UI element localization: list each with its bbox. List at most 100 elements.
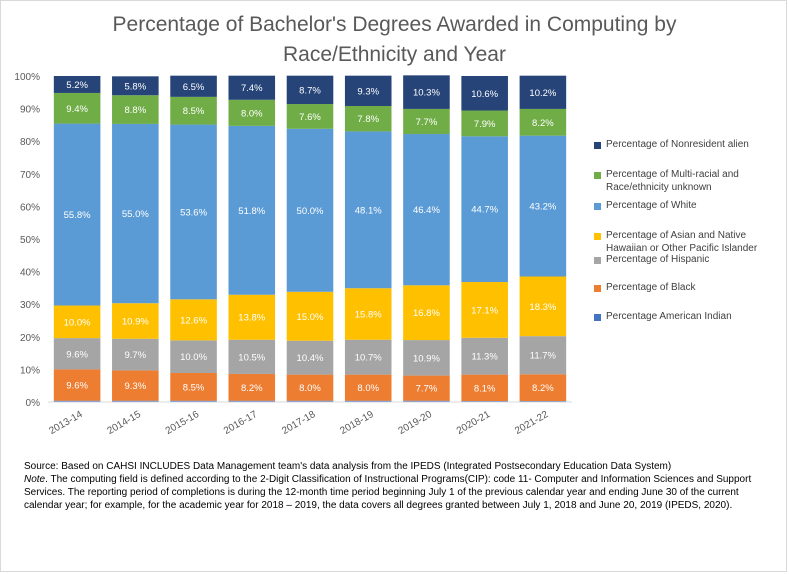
data-label: 8.5% (183, 106, 205, 117)
bar-segment (344, 131, 392, 289)
x-tick-label: 2018-19 (338, 409, 376, 437)
bar-segment (461, 282, 508, 338)
bar-segment (228, 99, 276, 126)
data-label: 9.4% (66, 104, 88, 115)
legend-swatch (594, 142, 601, 149)
data-label: 55.0% (122, 209, 149, 220)
data-label: 15.0% (297, 312, 324, 323)
bar-segment (403, 285, 450, 341)
bar-segment (344, 374, 392, 401)
y-tick-label: 0% (26, 398, 41, 409)
data-label: 8.8% (125, 105, 147, 116)
data-label: 9.7% (125, 350, 147, 361)
data-label: 7.7% (416, 117, 438, 128)
data-label: 7.9% (474, 119, 496, 130)
data-label: 17.1% (471, 305, 498, 316)
bar-segment (286, 128, 334, 292)
data-label: 55.8% (64, 210, 91, 221)
data-label: 10.6% (471, 89, 498, 100)
legend-label: Percentage of Nonresident alien (606, 139, 749, 150)
data-label: 7.8% (357, 114, 379, 125)
bar-segment (403, 375, 450, 401)
data-label: 8.0% (357, 383, 379, 394)
data-label: 10.0% (64, 317, 91, 328)
data-label: 11.7% (530, 351, 557, 362)
bar-segment (461, 136, 508, 283)
data-label: 53.6% (180, 207, 207, 218)
y-tick-label: 100% (14, 72, 40, 83)
bar-segment (461, 76, 508, 111)
data-label: 8.2% (532, 118, 554, 129)
data-label: 7.6% (299, 112, 321, 123)
bar-segment (53, 76, 101, 93)
bar-segment (403, 134, 450, 286)
data-label: 9.3% (125, 381, 147, 392)
bar-segment (170, 299, 217, 341)
bar-segment (286, 104, 334, 129)
chart-legend: Percentage of Nonresident alien Percentag… (594, 138, 784, 338)
data-label: 10.9% (413, 353, 440, 364)
data-label: 7.7% (416, 384, 438, 395)
bar-segment (112, 400, 159, 402)
bar-segment (112, 303, 159, 339)
data-label: 10.4% (297, 353, 324, 364)
y-tick-label: 40% (20, 268, 40, 279)
bar-segment (112, 76, 159, 96)
y-tick-label: 20% (20, 333, 40, 344)
bar-segment (53, 92, 101, 124)
legend-label: Percentage American Indian (606, 311, 732, 322)
bar-segment (344, 288, 392, 340)
data-label: 5.2% (66, 80, 88, 91)
data-label: 50.0% (297, 206, 324, 217)
legend-label: Percentage of Hispanic (606, 254, 710, 265)
note-label: Note (24, 474, 46, 485)
bar-segment (228, 373, 276, 401)
note-paragraph: Note. The computing field is defined acc… (24, 473, 769, 512)
bar-segment (228, 339, 276, 374)
bar-segment (53, 305, 101, 339)
legend-label: Percentage of White (606, 200, 697, 211)
bar-segment (170, 372, 217, 401)
chart-title: Percentage of Bachelor's Degrees Awarded… (20, 10, 769, 70)
x-tick-label: 2013-14 (47, 409, 85, 437)
x-tick-label: 2017-18 (280, 409, 318, 437)
note-text: . The computing field is defined accordi… (24, 474, 752, 511)
bar-segment (403, 400, 450, 402)
data-label: 6.5% (183, 82, 205, 93)
y-tick-label: 50% (20, 235, 40, 246)
bar-segment (112, 123, 159, 304)
bar-segment (461, 337, 508, 375)
y-tick-label: 70% (20, 170, 40, 181)
bar-segment (53, 338, 101, 370)
legend-label: Percentage of Black (606, 282, 696, 293)
y-tick-label: 80% (20, 137, 40, 148)
x-tick-label: 2014-15 (106, 409, 144, 437)
bar-segment (228, 75, 276, 100)
bar-segment (170, 96, 217, 125)
bar-segment (170, 340, 217, 373)
legend-swatch (594, 172, 601, 179)
bar-segment (286, 340, 334, 375)
data-label: 8.7% (299, 85, 321, 96)
bar-segment (286, 291, 334, 341)
data-label: 10.0% (180, 352, 207, 363)
source-text: Source: Based on CAHSI INCLUDES Data Man… (24, 461, 672, 472)
data-label: 9.6% (66, 349, 88, 360)
data-label: 18.3% (529, 302, 556, 313)
bar-segment (228, 400, 276, 402)
bar-segment (344, 105, 392, 132)
bar-segment (519, 108, 567, 136)
bar-segment (461, 110, 508, 137)
bar-segment (461, 374, 508, 402)
data-label: 16.8% (413, 308, 440, 319)
bar-segment (286, 400, 334, 402)
data-label: 5.8% (125, 81, 147, 92)
data-label: 51.8% (238, 206, 265, 217)
bar-segment (112, 370, 159, 401)
bar-segment (53, 123, 101, 306)
bar-segment (286, 374, 334, 401)
bar-segment (286, 75, 334, 105)
bar-segment (344, 75, 392, 106)
